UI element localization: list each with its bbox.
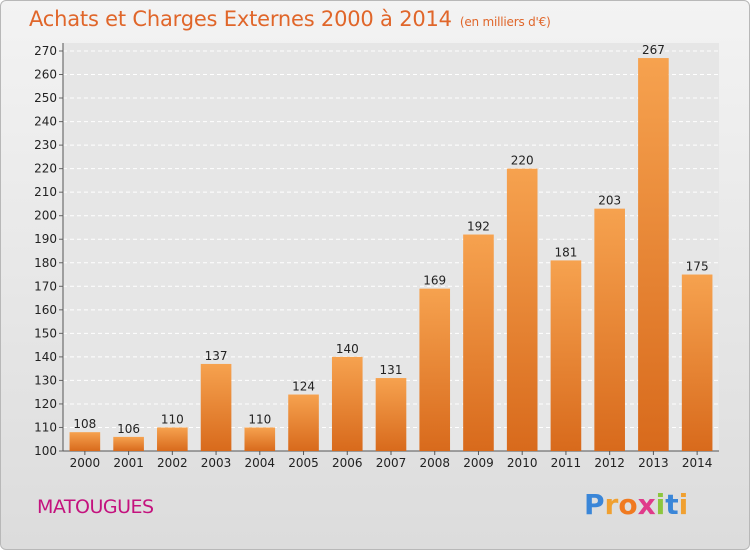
logo-letter: t	[665, 488, 679, 521]
y-tick-label: 180	[34, 256, 57, 270]
bar	[69, 432, 101, 451]
x-tick-label: 2002	[157, 456, 188, 470]
chart-subtitle: (en milliers d'€)	[459, 15, 551, 29]
y-tick-label: 190	[34, 232, 57, 246]
x-tick-label: 2003	[201, 456, 232, 470]
x-tick-label: 2006	[332, 456, 363, 470]
commune-name: MATOUGUES	[37, 496, 154, 518]
logo-letter: i	[678, 488, 689, 521]
bar	[550, 260, 582, 451]
bar	[463, 234, 494, 451]
bar-value-label: 110	[161, 412, 184, 426]
bar-value-label: 131	[380, 363, 403, 377]
bar	[157, 427, 188, 451]
bar-value-label: 108	[73, 417, 96, 431]
bar	[288, 394, 319, 451]
logo-letter: o	[618, 488, 638, 521]
bar	[419, 288, 451, 451]
bar-value-label: 106	[117, 422, 140, 436]
x-tick-label: 2012	[594, 456, 625, 470]
x-tick-label: 2014	[682, 456, 713, 470]
bar	[506, 168, 538, 451]
y-tick-label: 210	[34, 185, 57, 199]
x-tick-label: 2009	[463, 456, 494, 470]
x-tick-label: 2000	[70, 456, 101, 470]
bar	[638, 58, 669, 451]
y-tick-label: 220	[34, 162, 57, 176]
bar-value-label: 192	[467, 220, 490, 234]
y-tick-label: 230	[34, 138, 57, 152]
y-tick-label: 110	[34, 420, 57, 434]
logo-letter: x	[637, 488, 656, 521]
x-tick-label: 2001	[113, 456, 144, 470]
y-tick-label: 140	[34, 350, 57, 364]
bar-value-label: 181	[554, 245, 577, 259]
x-tick-label: 2011	[551, 456, 582, 470]
bar-value-label: 267	[642, 43, 665, 57]
y-tick-label: 150	[34, 326, 57, 340]
proxiti-logo: Proxiti	[584, 488, 688, 521]
chart-title: Achats et Charges Externes 2000 à 2014 (e…	[29, 7, 551, 31]
y-tick-label: 250	[34, 91, 57, 105]
x-tick-label: 2010	[507, 456, 538, 470]
bar	[594, 208, 625, 451]
bar	[200, 363, 232, 451]
bar-value-label: 175	[686, 260, 709, 274]
logo-letter: P	[584, 488, 605, 521]
bar-value-label: 137	[205, 349, 228, 363]
bar	[244, 427, 276, 451]
y-tick-label: 100	[34, 444, 57, 458]
y-tick-label: 130	[34, 373, 57, 387]
bar-value-label: 203	[598, 194, 621, 208]
bar	[681, 274, 713, 451]
bar	[331, 356, 363, 451]
logo-letter: i	[655, 488, 666, 521]
bar	[113, 436, 144, 451]
y-tick-label: 120	[34, 397, 57, 411]
bar-value-label: 124	[292, 380, 315, 394]
x-tick-label: 2013	[638, 456, 669, 470]
logo-letter: r	[604, 488, 619, 521]
bar	[375, 378, 407, 451]
y-tick-label: 200	[34, 209, 57, 223]
y-tick-label: 240	[34, 115, 57, 129]
bar-value-label: 110	[248, 412, 271, 426]
y-tick-label: 160	[34, 303, 57, 317]
x-tick-label: 2007	[376, 456, 407, 470]
y-tick-label: 260	[34, 68, 57, 82]
chart-title-text: Achats et Charges Externes 2000 à 2014	[29, 7, 452, 31]
x-tick-label: 2004	[245, 456, 276, 470]
y-tick-label: 270	[34, 44, 57, 58]
x-tick-label: 2008	[419, 456, 450, 470]
y-tick-label: 170	[34, 279, 57, 293]
bar-value-label: 140	[336, 342, 359, 356]
bar-value-label: 169	[423, 274, 446, 288]
x-tick-label: 2005	[288, 456, 319, 470]
bar-value-label: 220	[511, 154, 534, 168]
